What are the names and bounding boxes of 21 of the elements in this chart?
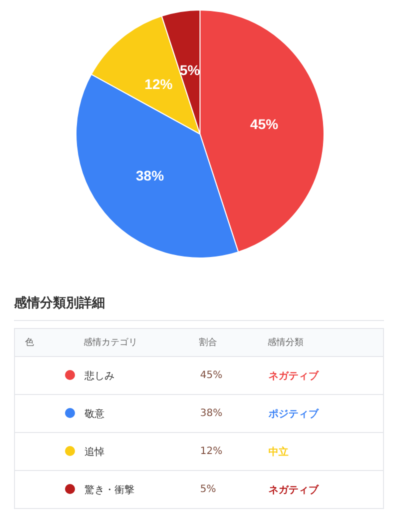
text: 色 (14, 328, 84, 356)
text: 5% (200, 484, 216, 495)
legend-label: 驚き・衝撃 (83, 470, 200, 508)
text: ネガティブ (268, 356, 384, 394)
text: ポジティブ (268, 394, 384, 432)
data-label: 12% (144, 76, 174, 92)
text: 12% (200, 446, 222, 457)
data-label: 5% (180, 62, 200, 78)
text: 割合 (199, 328, 268, 356)
data-label: 38% (136, 167, 164, 184)
legend-label: 追悼 (83, 432, 200, 470)
text: 感情カテゴリ (83, 328, 200, 356)
text: 38% (200, 408, 222, 419)
text: 45% (200, 370, 222, 381)
text: ネガティブ (268, 470, 384, 508)
legend-label: 敬意 (83, 394, 200, 432)
legend-label: 悲しみ (83, 356, 200, 394)
text: 中立 (268, 432, 384, 470)
data-label: 45% (250, 116, 279, 132)
text: 感情分類別詳細 (14, 294, 384, 321)
text: 感情分類 (268, 328, 384, 356)
